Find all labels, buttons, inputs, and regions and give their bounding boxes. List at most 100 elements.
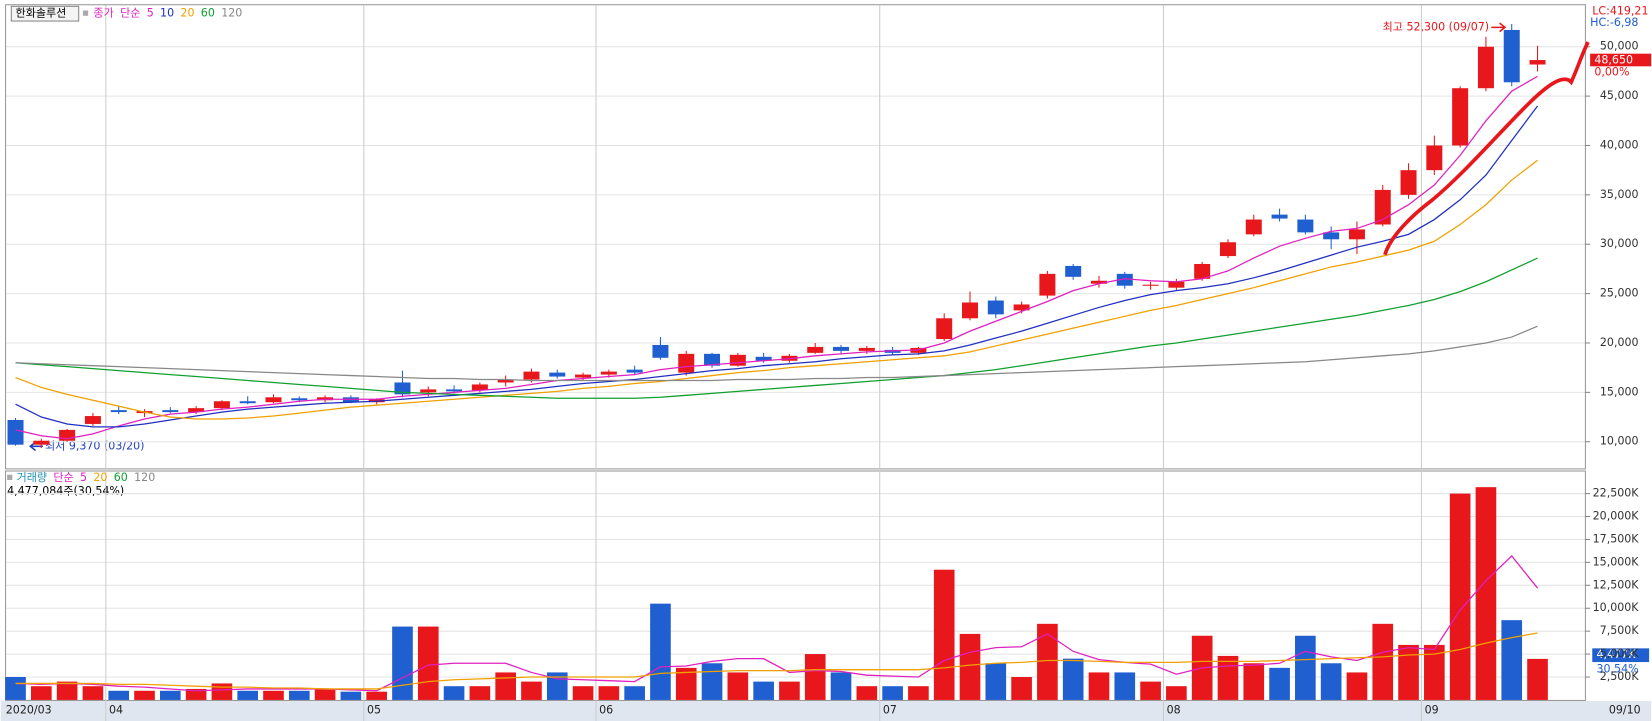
candle-body [858, 347, 875, 351]
candle-body [265, 397, 282, 403]
candle-body [1013, 304, 1030, 311]
candle-body [1142, 284, 1159, 286]
volume-bar [598, 686, 620, 700]
candle-body [1477, 46, 1494, 89]
y-tick-label: 50,000 [1600, 40, 1639, 53]
candle-body [1168, 281, 1185, 288]
candle-body [110, 410, 127, 413]
volume-bar [1166, 686, 1187, 700]
legend-entry: 120 [221, 7, 242, 20]
x-tick-label: 09/10 [1609, 703, 1641, 716]
candle-body [7, 420, 24, 445]
volume-bar [237, 690, 259, 700]
volume-bar [650, 603, 671, 700]
candle-body [239, 401, 256, 404]
x-tick-label: 08 [1167, 703, 1181, 716]
volume-bar [1269, 667, 1290, 700]
chart-title: 한화솔루션 [16, 7, 67, 20]
legend-entry: 10 [160, 7, 174, 20]
volume-bar [288, 690, 310, 700]
candle-body [1039, 273, 1056, 296]
candle-body [471, 384, 488, 391]
candle-body [446, 389, 463, 392]
volume-bar [985, 663, 1007, 700]
candle-body [84, 416, 101, 424]
y-tick-label: 20,000 [1600, 336, 1639, 349]
ma-line [15, 632, 1538, 690]
legend-entry: 종가 [93, 7, 113, 20]
volume-bar [211, 683, 233, 700]
candle-body [1452, 88, 1469, 146]
volume-bar [1295, 635, 1316, 700]
marks: 10,000 15,000 20,000 25,000 30,000 35,000 40,0… [5, 5, 1641, 721]
candle-body [1503, 29, 1520, 83]
volume-bar [1475, 487, 1497, 700]
candle-body [1116, 273, 1133, 286]
candle-body [1271, 214, 1288, 219]
volume-bar [108, 690, 130, 700]
candle-body [1374, 189, 1391, 225]
volume-bar [469, 686, 491, 700]
hc-label: HC:-6,98 [1590, 16, 1638, 29]
candle-body [549, 372, 566, 377]
low-annotation: 최저 9,370 (03/20) [45, 439, 144, 452]
candle-body [1426, 145, 1443, 171]
volume-bar [263, 690, 284, 700]
volume-bar [1449, 493, 1471, 700]
candle-body [678, 353, 695, 373]
volume-bar [753, 681, 774, 700]
volume-bar [1398, 644, 1419, 700]
volume-summary: 4,477,084주(30,54%) [7, 485, 124, 498]
legend-entry: 단순 [120, 7, 140, 20]
candle-body [213, 401, 230, 409]
volume-bar [572, 686, 594, 700]
volume-bar [1243, 663, 1265, 700]
candle-body [1245, 219, 1262, 235]
volume-bar [830, 672, 852, 700]
volume-bar [1037, 623, 1058, 700]
candle-body [394, 382, 411, 395]
y-tick-label: 30,000 [1600, 237, 1639, 250]
volume-bar [417, 626, 439, 700]
title-box[interactable] [10, 5, 80, 22]
candle-body [833, 346, 850, 351]
candle-body [1090, 280, 1107, 284]
x-axis-bar [0, 701, 1652, 721]
y-tick-label: 15,000 [1600, 385, 1639, 398]
volume-bar [1011, 677, 1032, 700]
volume-bar [495, 672, 516, 700]
y-tick-label: 22,500K [1593, 487, 1640, 500]
volume-bar [804, 654, 826, 700]
y-tick-label: 2,500K [1600, 670, 1640, 683]
y-tick-label: 25,000 [1600, 287, 1639, 300]
volume-bar [675, 667, 697, 700]
volume-bar [443, 686, 465, 700]
candle-body [987, 300, 1004, 315]
candle-body [1400, 170, 1417, 195]
volume-bar [185, 688, 207, 700]
volume-bar [392, 626, 413, 700]
candle-body [291, 398, 308, 401]
legend-entry: 20 [180, 7, 194, 20]
volume-bar [56, 681, 78, 700]
volume-bar [5, 677, 26, 700]
volume-bar [1527, 658, 1548, 700]
volume-bar [31, 686, 52, 700]
volume-bar [1346, 672, 1368, 700]
volume-bar [959, 633, 981, 700]
candle-body [59, 429, 76, 441]
volume-bar [1217, 655, 1239, 700]
candle-body [704, 353, 721, 366]
volume-bar [1320, 663, 1342, 700]
volume-bar [882, 686, 903, 700]
volume-bar [366, 691, 388, 700]
legend-entry: 60 [114, 471, 128, 484]
volume-bar [779, 681, 800, 700]
x-tick-label: 06 [599, 703, 613, 716]
candle-body [575, 374, 592, 378]
candle-body [962, 302, 979, 319]
y-tick-label: 35,000 [1600, 188, 1639, 201]
ma-line [15, 257, 1538, 399]
candle-body [755, 356, 772, 361]
lc-label: LC:419,21 [1592, 5, 1648, 18]
